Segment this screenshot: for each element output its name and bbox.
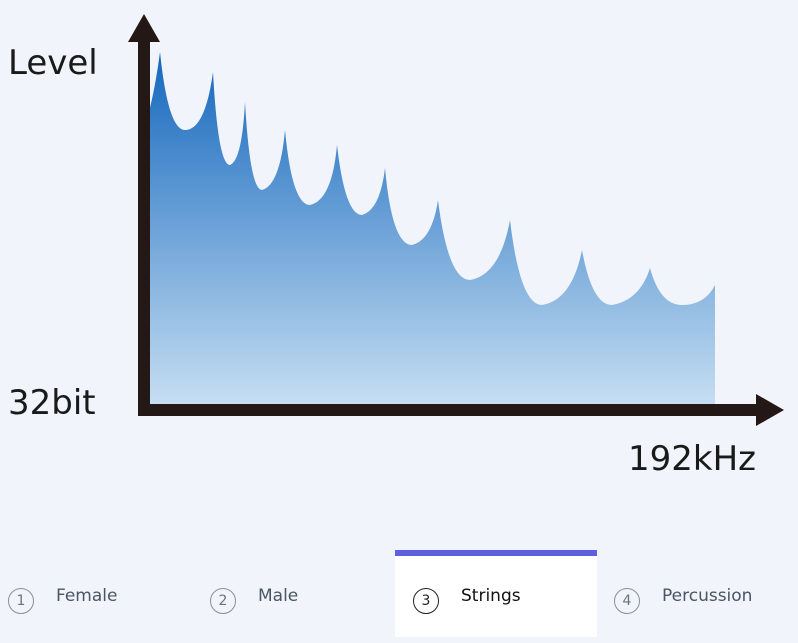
tab-number: 2	[210, 588, 236, 614]
y-arrow	[128, 14, 160, 42]
tab-bar: 1 Female 2 Male 3 Strings 4 Percussion	[0, 550, 798, 643]
tab[interactable]: 1 Female	[0, 550, 202, 637]
tab[interactable]: 4 Percussion	[606, 550, 798, 637]
level-wave	[148, 52, 715, 405]
origin-label: 32bit	[8, 383, 96, 423]
y-axis	[138, 38, 150, 414]
x-arrow	[756, 394, 784, 426]
x-axis	[138, 404, 760, 416]
tab-label: Female	[56, 586, 118, 606]
illustration: Level 32bit 192kHz	[8, 14, 784, 479]
tab-number: 3	[413, 588, 439, 614]
tab-number: 1	[8, 588, 34, 614]
tab-number: 4	[614, 588, 640, 614]
y-label: Level	[8, 43, 98, 83]
x-label: 192kHz	[628, 439, 756, 479]
tab[interactable]: 2 Male	[202, 550, 404, 637]
tab[interactable]: 3 Strings	[395, 550, 597, 637]
tab-label: Strings	[461, 586, 521, 606]
tab-label: Male	[258, 586, 299, 606]
tab-label: Percussion	[662, 586, 753, 606]
